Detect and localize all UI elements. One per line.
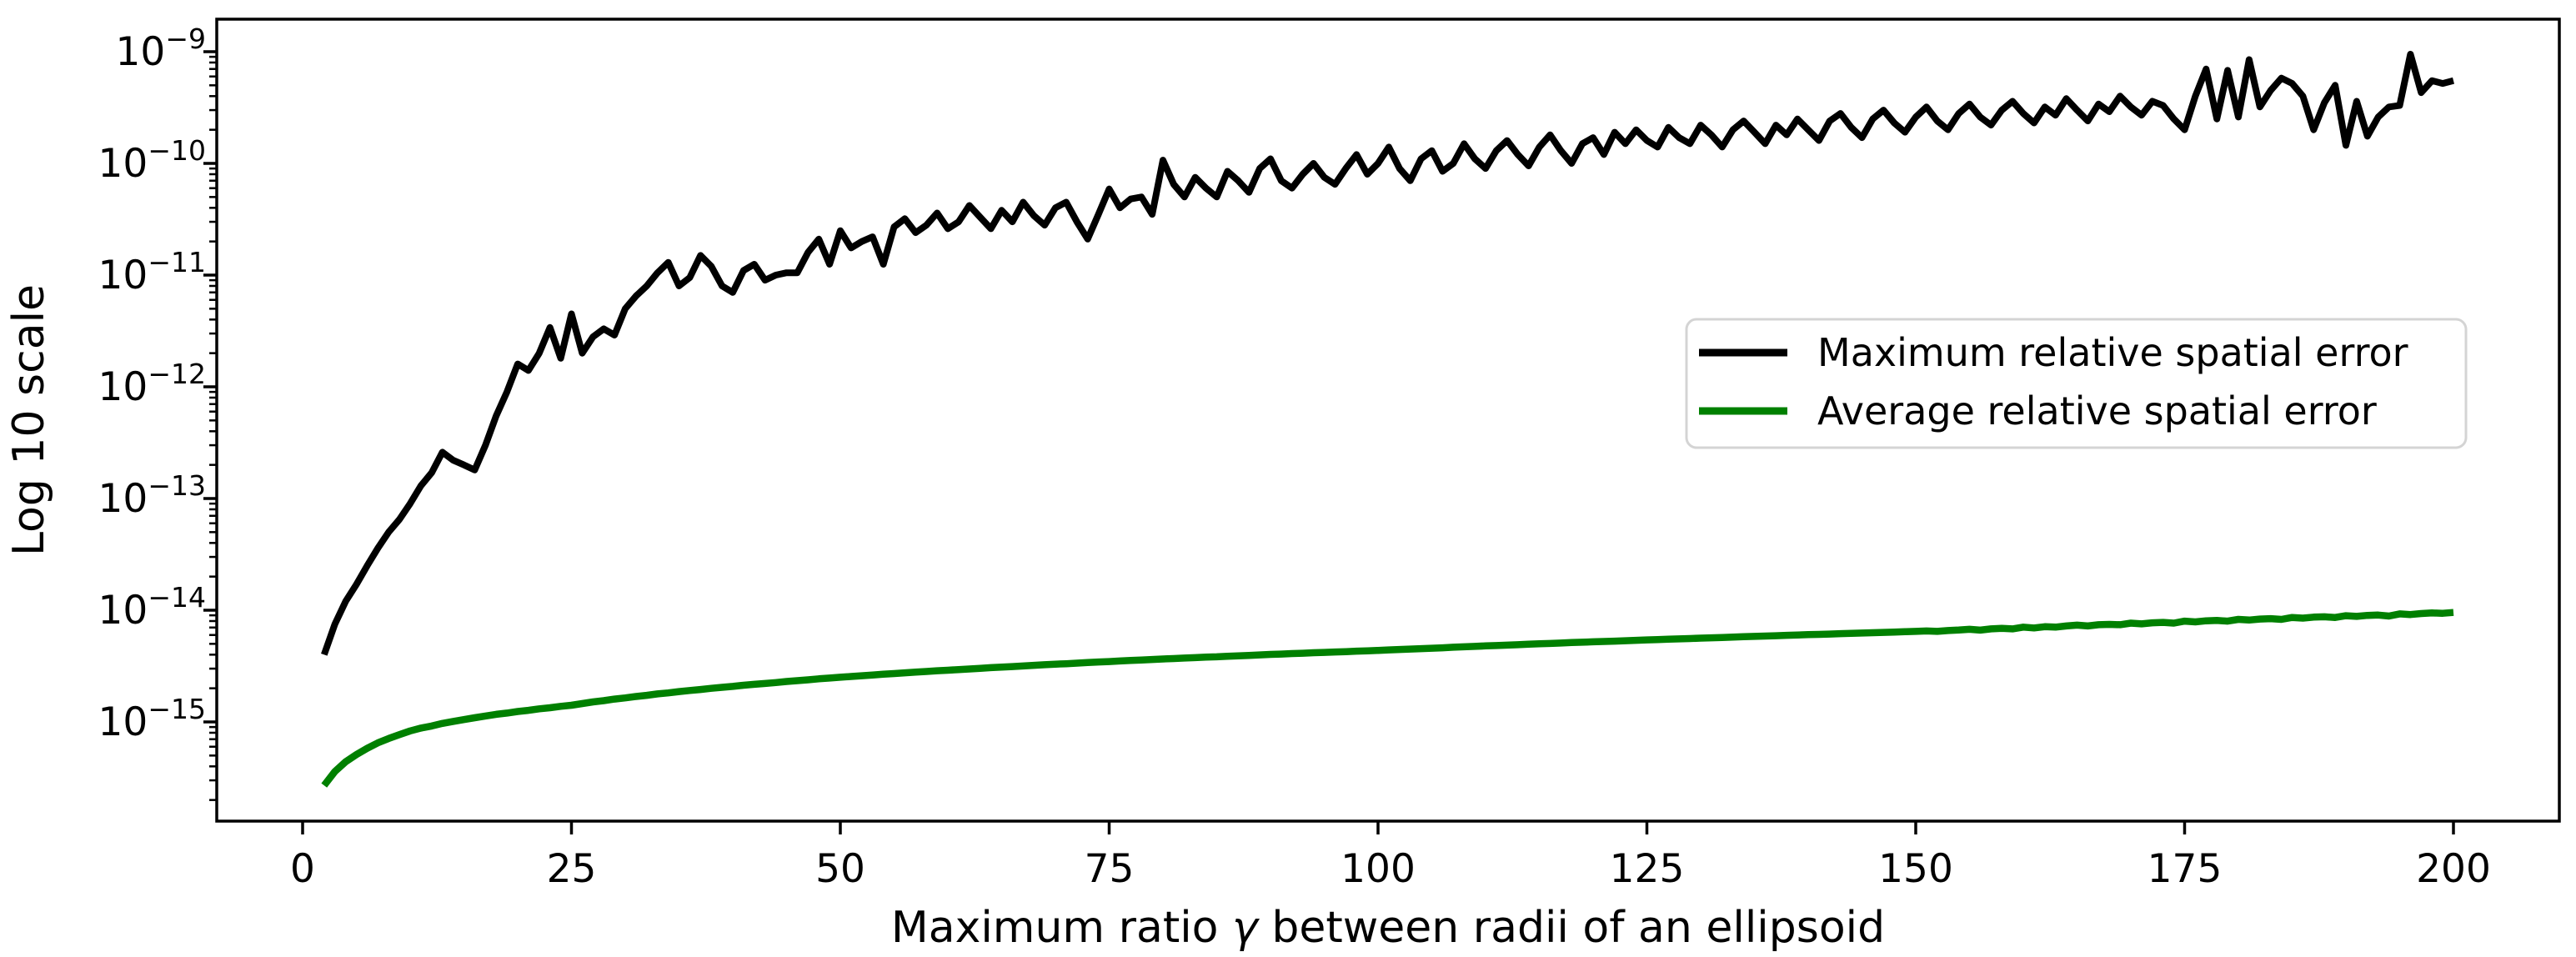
x-tick-label: 50 bbox=[815, 846, 865, 892]
x-tick-label: 200 bbox=[2416, 846, 2491, 892]
y-tick-label: 10−11 bbox=[98, 246, 206, 298]
y-tick-label: 10−9 bbox=[116, 23, 206, 75]
y-axis: 10−9 10−10 10−11 10−12 10−13 10−14 10−15 bbox=[98, 23, 217, 801]
y-tick-label: 10−13 bbox=[98, 469, 206, 522]
y-tick-label: 10−10 bbox=[98, 134, 206, 187]
x-tick-label: 150 bbox=[1878, 846, 1953, 892]
y-tick-label: 10−15 bbox=[98, 693, 206, 745]
x-tick-label: 125 bbox=[1610, 846, 1685, 892]
series-line-average-error bbox=[321, 609, 2454, 788]
x-tick-label: 25 bbox=[547, 846, 597, 892]
y-tick-label: 10−14 bbox=[98, 581, 206, 634]
legend-box bbox=[1685, 318, 2468, 449]
legend-label: Average relative spatial error bbox=[1817, 388, 2377, 433]
x-tick-label: 0 bbox=[290, 846, 315, 892]
x-tick-label: 100 bbox=[1341, 846, 1416, 892]
x-axis: 0 25 50 75 100 125 150 175 200 bbox=[290, 821, 2491, 892]
y-axis-label: Log 10 scale bbox=[4, 284, 54, 556]
legend: Maximum relative spatial error Average re… bbox=[1685, 318, 2468, 449]
x-tick-label: 75 bbox=[1085, 846, 1135, 892]
x-tick-label: 175 bbox=[2148, 846, 2223, 892]
series-line-maximum-error bbox=[321, 51, 2454, 656]
y-tick-label: 10−12 bbox=[98, 358, 206, 410]
x-axis-label: Maximum ratio γ between radii of an elli… bbox=[891, 903, 1885, 953]
legend-label: Maximum relative spatial error bbox=[1817, 330, 2408, 375]
